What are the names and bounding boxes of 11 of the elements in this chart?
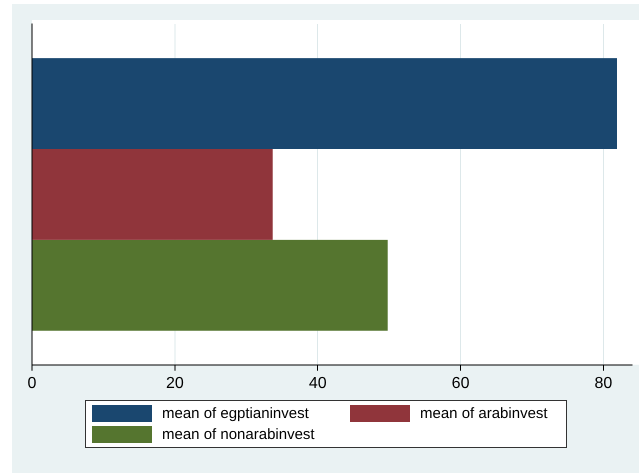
bar (32, 58, 617, 149)
x-tick-label: 0 (28, 374, 37, 392)
x-tick-label: 40 (308, 374, 327, 392)
legend-label: mean of arabinvest (420, 405, 548, 422)
legend-label: mean of egptianinvest (162, 405, 309, 422)
bar (32, 148, 273, 240)
legend-label: mean of nonarabinvest (162, 426, 315, 443)
x-tick-label: 20 (166, 374, 184, 392)
bar (32, 240, 388, 331)
x-tick-label: 60 (452, 374, 470, 392)
x-tick-label: 80 (594, 374, 612, 392)
